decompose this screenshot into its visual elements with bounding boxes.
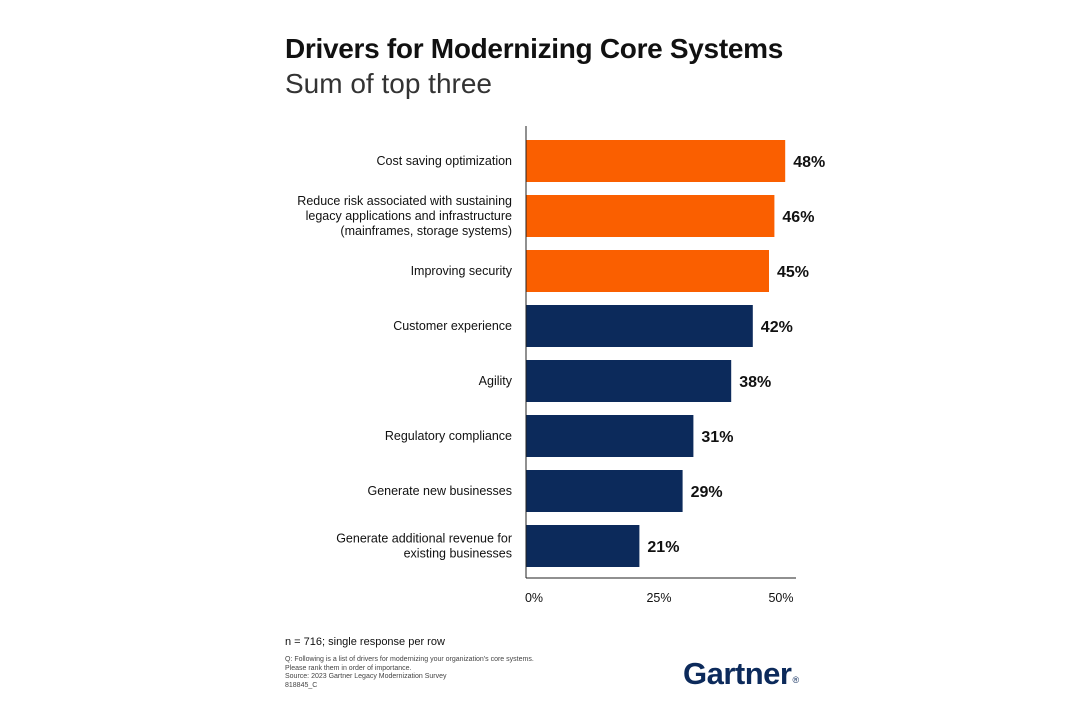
fine-print-line: Please rank them in order of importance.: [285, 664, 412, 672]
bar: [526, 470, 683, 512]
category-label: Generate additional revenue for existing …: [336, 532, 512, 561]
category-label: Reduce risk associated with sustaining le…: [297, 194, 512, 238]
bar: [526, 415, 694, 457]
category-label: Generate new businesses: [367, 484, 512, 498]
bar-value-label: 45%: [777, 264, 809, 281]
bar: [526, 305, 753, 347]
x-tick-label: 0%: [525, 591, 543, 605]
bar-value-label: 29%: [691, 484, 723, 501]
bar: [526, 360, 732, 402]
category-label: Customer experience: [393, 319, 512, 333]
x-tick-label: 25%: [646, 591, 671, 605]
chart-title: Drivers for Modernizing Core Systems: [285, 33, 783, 64]
bar-value-label: 31%: [701, 429, 733, 446]
brand-name: Gartner: [683, 656, 792, 691]
fine-print: Q: Following is a list of drivers for mo…: [285, 656, 534, 690]
bar-value-label: 42%: [761, 319, 793, 336]
bar: [526, 525, 640, 567]
fine-print-line: 818845_C: [285, 681, 318, 689]
category-label: Cost saving optimization: [377, 154, 513, 168]
category-label: Agility: [479, 374, 513, 388]
bar-value-label: 48%: [793, 154, 825, 171]
fine-print-line: Q: Following is a list of drivers for mo…: [285, 656, 534, 663]
bar-value-label: 46%: [782, 209, 814, 226]
gartner-logo: Gartner®: [683, 656, 799, 692]
bar: [526, 250, 769, 292]
trademark-symbol: ®: [792, 675, 799, 685]
chart-subtitle: Sum of top three: [285, 68, 493, 99]
sample-size-note: n = 716; single response per row: [285, 636, 445, 648]
category-label: Improving security: [411, 264, 513, 278]
x-tick-label: 50%: [768, 591, 793, 605]
category-label: Regulatory compliance: [385, 429, 512, 443]
bar: [526, 195, 775, 237]
bar: [526, 140, 786, 182]
fine-print-line: Source: 2023 Gartner Legacy Modernizatio…: [285, 673, 447, 680]
bar-value-label: 38%: [739, 374, 771, 391]
bar-value-label: 21%: [647, 539, 679, 556]
